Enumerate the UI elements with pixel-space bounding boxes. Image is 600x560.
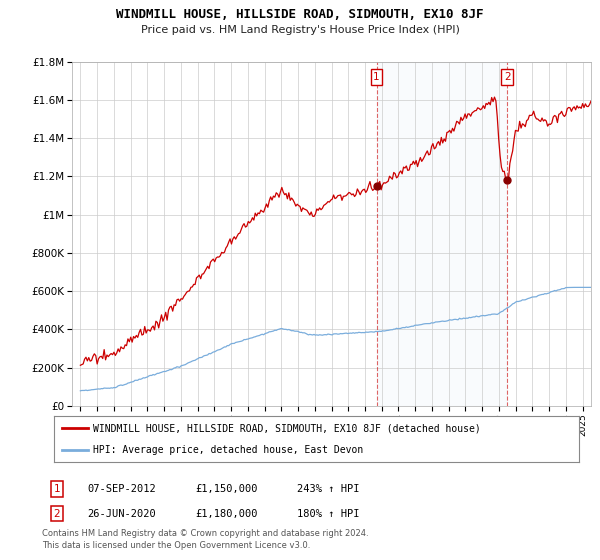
Text: Price paid vs. HM Land Registry's House Price Index (HPI): Price paid vs. HM Land Registry's House … [140, 25, 460, 35]
Text: HPI: Average price, detached house, East Devon: HPI: Average price, detached house, East… [94, 445, 364, 455]
Text: 2: 2 [504, 72, 511, 82]
Text: £1,150,000: £1,150,000 [195, 484, 257, 494]
Bar [377, 62, 507, 406]
Text: 1: 1 [53, 484, 61, 494]
Text: This data is licensed under the Open Government Licence v3.0.: This data is licensed under the Open Gov… [42, 541, 310, 550]
Text: 243% ↑ HPI: 243% ↑ HPI [297, 484, 359, 494]
Text: 07-SEP-2012: 07-SEP-2012 [87, 484, 156, 494]
Text: 1: 1 [373, 72, 380, 82]
Text: WINDMILL HOUSE, HILLSIDE ROAD, SIDMOUTH, EX10 8JF: WINDMILL HOUSE, HILLSIDE ROAD, SIDMOUTH,… [116, 8, 484, 21]
Text: 2: 2 [53, 508, 61, 519]
Text: WINDMILL HOUSE, HILLSIDE ROAD, SIDMOUTH, EX10 8JF (detached house): WINDMILL HOUSE, HILLSIDE ROAD, SIDMOUTH,… [94, 423, 481, 433]
Text: Contains HM Land Registry data © Crown copyright and database right 2024.: Contains HM Land Registry data © Crown c… [42, 529, 368, 538]
Text: 180% ↑ HPI: 180% ↑ HPI [297, 508, 359, 519]
Text: £1,180,000: £1,180,000 [195, 508, 257, 519]
Text: 26-JUN-2020: 26-JUN-2020 [87, 508, 156, 519]
